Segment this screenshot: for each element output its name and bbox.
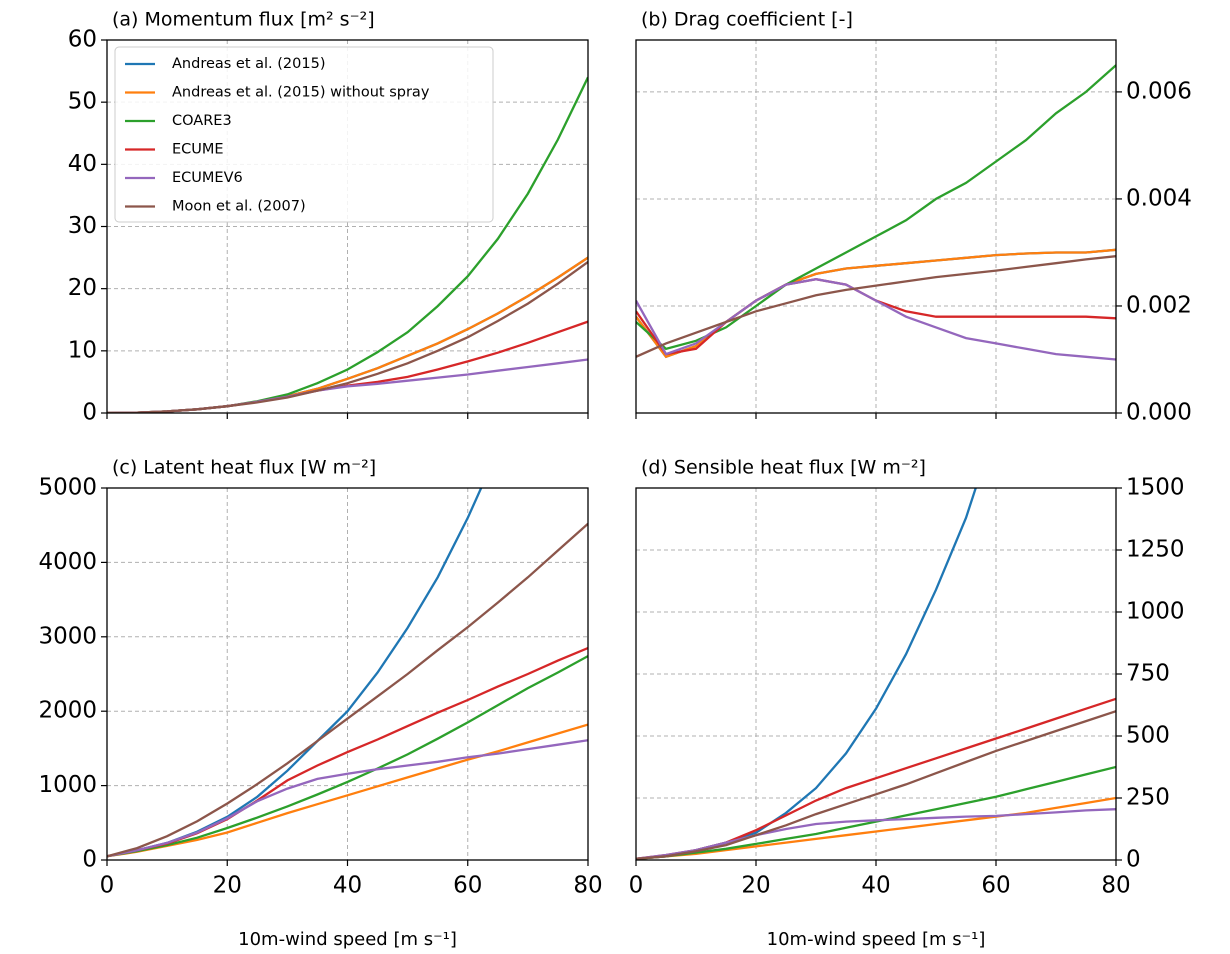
- x-tick-label: 60: [981, 873, 1010, 899]
- series-line: [636, 765, 1116, 860]
- y-tick-label: 1000: [38, 772, 97, 798]
- panel-title: (a) Momentum flux [m² s⁻²]: [112, 9, 375, 31]
- y-tick-label: 1250: [1126, 537, 1185, 563]
- series-line: [636, 248, 1116, 359]
- y-tick-label: 750: [1126, 661, 1170, 687]
- y-tick-label: 60: [68, 27, 97, 53]
- y-tick-label: 30: [68, 213, 97, 239]
- y-tick-label: 10: [68, 337, 97, 363]
- panel: (d) Sensible heat flux [W m⁻²]0 20 40 60 800…: [629, 457, 1185, 951]
- y-tick-label: 40: [68, 151, 97, 177]
- legend-label: Andreas et al. (2015): [172, 56, 326, 72]
- y-tick-label: 2000: [38, 698, 97, 724]
- y-tick-label: 500: [1126, 723, 1170, 749]
- series-line: [636, 710, 1116, 860]
- y-tick-label: 0.004: [1126, 185, 1192, 211]
- legend-label: Andreas et al. (2015) without spray: [172, 85, 430, 101]
- y-tick-label: 5000: [38, 475, 97, 501]
- panel-title: (d) Sensible heat flux [W m⁻²]: [641, 457, 926, 479]
- y-tick-label: 4000: [38, 549, 97, 575]
- panel: (b) Drag coefficient [-] 0.000 0.002 0.004 0…: [635, 9, 1192, 426]
- x-tick-label: 40: [861, 873, 890, 899]
- y-tick-label: 3000: [38, 623, 97, 649]
- x-tick-label: 80: [573, 873, 602, 899]
- series-line: [107, 739, 588, 858]
- x-tick-label: 0: [100, 873, 115, 899]
- x-tick-label: 40: [333, 873, 362, 899]
- y-tick-label: 50: [68, 89, 97, 115]
- x-axis-label: 10m-wind speed [m s⁻¹]: [767, 929, 986, 950]
- series-line: [636, 808, 1116, 860]
- legend-label: ECUMEV6: [172, 170, 243, 186]
- series-line: [636, 255, 1116, 358]
- series-line: [107, 723, 588, 858]
- y-tick-label: 0: [82, 847, 97, 873]
- panel-title: (b) Drag coefficient [-]: [641, 9, 853, 31]
- panel: (a) Momentum flux [m² s⁻²] 0 10 20 30 40 50 60 A…: [68, 9, 589, 426]
- panel-title: (c) Latent heat flux [W m⁻²]: [112, 457, 376, 479]
- y-tick-label: 0.002: [1126, 292, 1192, 318]
- y-tick-label: 1500: [1126, 475, 1185, 501]
- legend-box: [114, 46, 494, 223]
- y-tick-label: 0.006: [1126, 78, 1192, 104]
- y-tick-label: 0: [1126, 847, 1141, 873]
- series-line: [636, 278, 1116, 361]
- legend-label: Moon et al. (2007): [172, 199, 306, 215]
- series-line: [107, 260, 588, 413]
- series-line: [107, 522, 588, 858]
- y-tick-label: 0.000: [1126, 400, 1192, 426]
- x-axis-label: 10m-wind speed [m s⁻¹]: [238, 929, 457, 950]
- legend-label: COARE3: [172, 113, 232, 129]
- x-tick-label: 20: [741, 873, 770, 899]
- plot-frame: [635, 487, 1117, 861]
- x-tick-label: 20: [213, 873, 242, 899]
- plot-frame: [106, 39, 589, 414]
- y-tick-label: 0: [82, 400, 97, 426]
- legend-label: ECUME: [172, 142, 224, 158]
- series-line: [107, 655, 588, 858]
- x-tick-label: 60: [453, 873, 482, 899]
- y-tick-label: 1000: [1126, 599, 1185, 625]
- plot-frame: [635, 39, 1117, 414]
- panel: (c) Latent heat flux [W m⁻²] 0 20 40 60 80 0 10…: [38, 457, 602, 951]
- y-tick-label: 250: [1126, 785, 1170, 811]
- y-tick-label: 20: [68, 275, 97, 301]
- series-line: [636, 796, 1116, 860]
- plot-frame: [106, 487, 589, 861]
- x-tick-label: 0: [629, 873, 644, 899]
- x-tick-label: 80: [1101, 873, 1130, 899]
